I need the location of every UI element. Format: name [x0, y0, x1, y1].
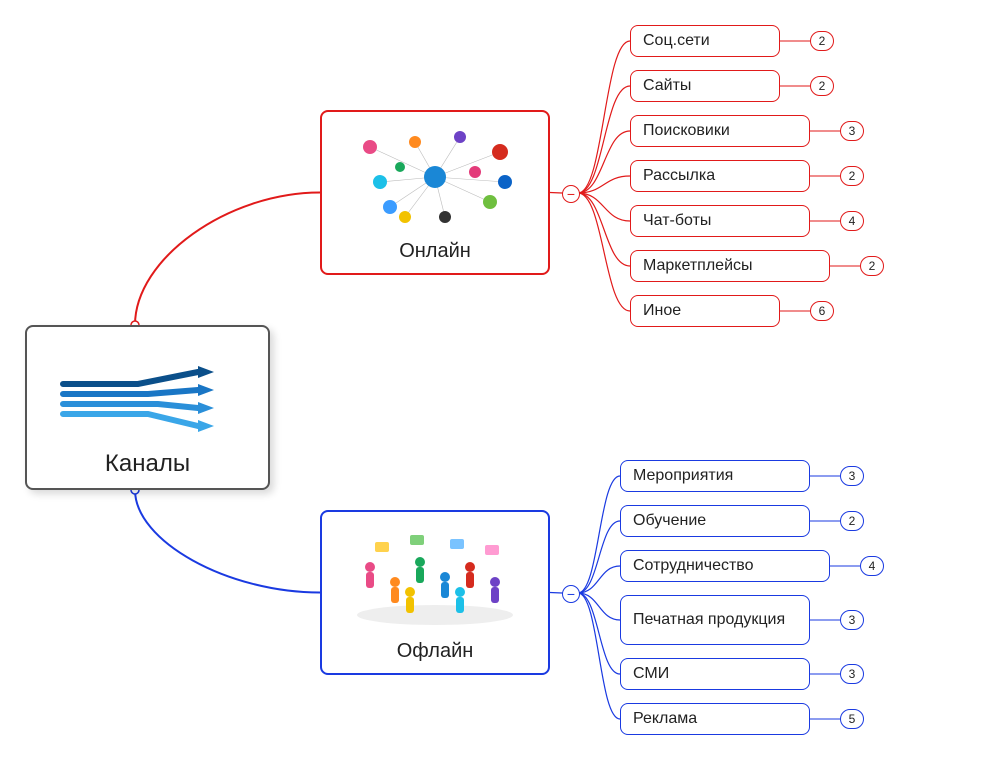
badge-offline-0: 3: [840, 466, 864, 486]
badge-value: 3: [849, 613, 856, 627]
badge-value: 2: [849, 169, 856, 183]
badge-value: 3: [849, 667, 856, 681]
leaf-online-5[interactable]: Маркетплейсы: [630, 250, 830, 282]
leaf-offline-2[interactable]: Сотрудничество: [620, 550, 830, 582]
badge-offline-3: 3: [840, 610, 864, 630]
people-group-icon: [350, 527, 520, 632]
leaf-label: Печатная продукция: [633, 610, 785, 629]
badge-value: 5: [849, 712, 856, 726]
leaf-online-4[interactable]: Чат-боты: [630, 205, 810, 237]
leaf-online-2[interactable]: Поисковики: [630, 115, 810, 147]
leaf-offline-0[interactable]: Мероприятия: [620, 460, 810, 492]
badge-value: 2: [819, 34, 826, 48]
branch-online: Онлайн: [320, 110, 550, 275]
leaf-offline-3[interactable]: Печатная продукция: [620, 595, 810, 645]
badge-value: 2: [869, 259, 876, 273]
badge-value: 3: [849, 124, 856, 138]
leaf-label: Чат-боты: [643, 212, 711, 230]
leaf-label: Мероприятия: [633, 467, 733, 485]
badge-online-6: 6: [810, 301, 834, 321]
collapse-offline-button[interactable]: −: [562, 585, 580, 603]
badge-value: 2: [819, 79, 826, 93]
leaf-online-3[interactable]: Рассылка: [630, 160, 810, 192]
badge-online-4: 4: [840, 211, 864, 231]
badge-offline-4: 3: [840, 664, 864, 684]
social-network-icon: [350, 127, 520, 232]
leaf-label: Сайты: [643, 77, 691, 95]
badge-value: 6: [819, 304, 826, 318]
badge-online-1: 2: [810, 76, 834, 96]
leaf-label: Реклама: [633, 710, 697, 728]
root-node: Каналы: [25, 325, 270, 490]
branch-offline-label: Офлайн: [397, 640, 474, 663]
badge-value: 4: [849, 214, 856, 228]
leaf-online-1[interactable]: Сайты: [630, 70, 780, 102]
badge-online-5: 2: [860, 256, 884, 276]
channels-arrows-icon: [58, 362, 238, 442]
leaf-label: Поисковики: [643, 122, 730, 140]
badge-value: 3: [849, 469, 856, 483]
badge-online-2: 3: [840, 121, 864, 141]
leaf-label: Обучение: [633, 512, 706, 530]
collapse-online-button[interactable]: −: [562, 185, 580, 203]
leaf-label: СМИ: [633, 665, 669, 683]
leaf-offline-1[interactable]: Обучение: [620, 505, 810, 537]
badge-online-3: 2: [840, 166, 864, 186]
badge-online-0: 2: [810, 31, 834, 51]
leaf-label: Рассылка: [643, 167, 715, 185]
leaf-label: Сотрудничество: [633, 557, 754, 575]
branch-online-label: Онлайн: [399, 240, 471, 263]
branch-offline: Офлайн: [320, 510, 550, 675]
leaf-online-0[interactable]: Соц.сети: [630, 25, 780, 57]
leaf-offline-5[interactable]: Реклама: [620, 703, 810, 735]
leaf-online-6[interactable]: Иное: [630, 295, 780, 327]
leaf-label: Соц.сети: [643, 32, 710, 50]
badge-value: 4: [869, 559, 876, 573]
badge-value: 2: [849, 514, 856, 528]
leaf-label: Иное: [643, 302, 681, 320]
badge-offline-5: 5: [840, 709, 864, 729]
leaf-label: Маркетплейсы: [643, 257, 753, 275]
badge-offline-2: 4: [860, 556, 884, 576]
badge-offline-1: 2: [840, 511, 864, 531]
root-label: Каналы: [105, 450, 190, 478]
leaf-offline-4[interactable]: СМИ: [620, 658, 810, 690]
